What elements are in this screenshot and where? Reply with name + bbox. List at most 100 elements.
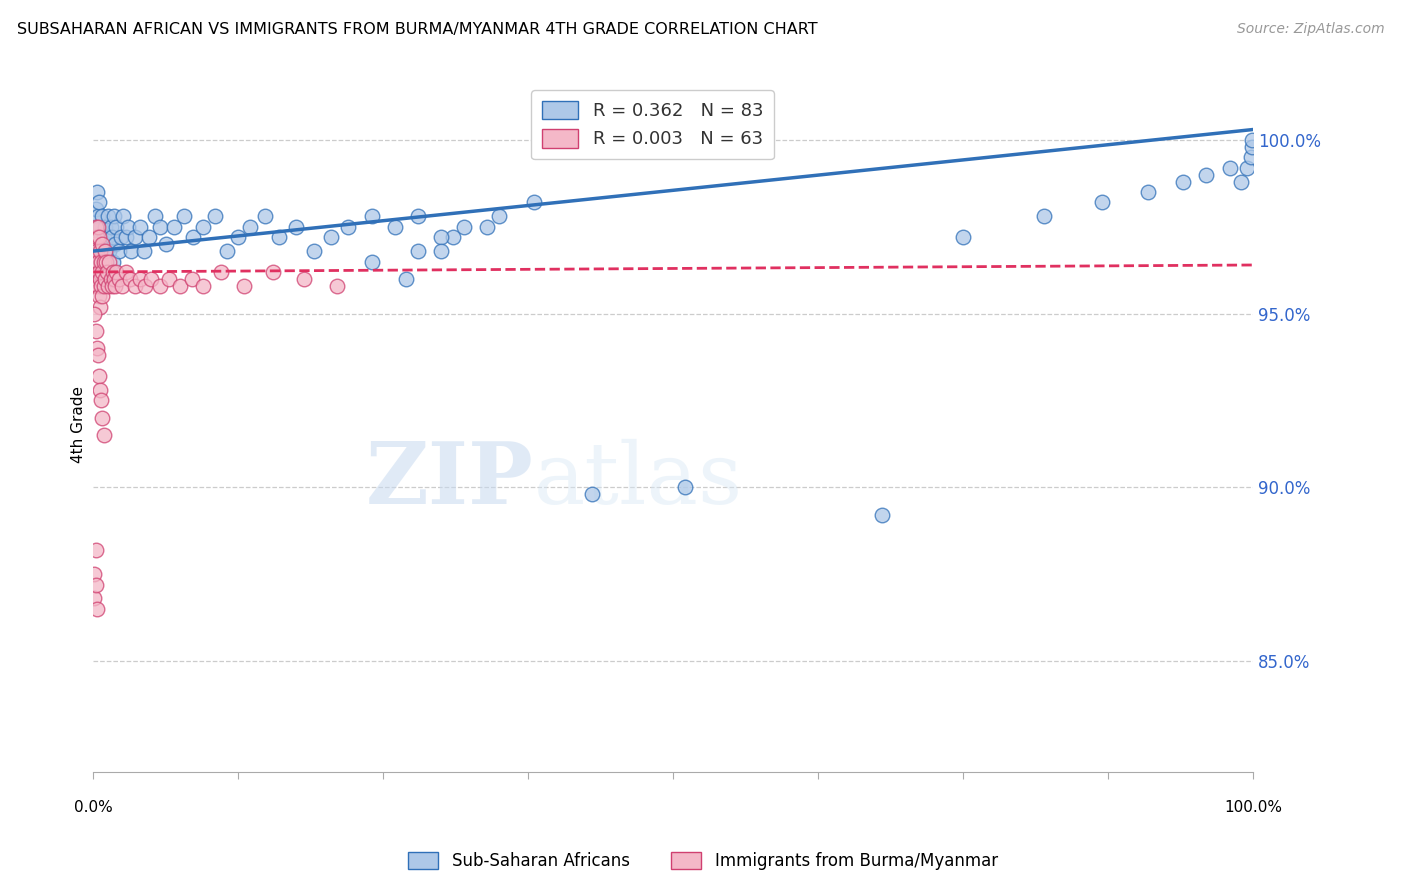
Point bbox=[84, 542, 107, 557]
Point bbox=[673, 480, 696, 494]
Point bbox=[285, 219, 308, 234]
Point bbox=[83, 237, 105, 252]
Point bbox=[155, 237, 177, 252]
Point bbox=[1236, 161, 1258, 175]
Point bbox=[193, 278, 215, 293]
Point bbox=[128, 272, 150, 286]
Point bbox=[1219, 161, 1241, 175]
Point bbox=[87, 278, 110, 293]
Point bbox=[453, 219, 475, 234]
Point bbox=[100, 230, 122, 244]
Point bbox=[406, 210, 429, 224]
Point bbox=[94, 244, 117, 259]
Point bbox=[101, 254, 124, 268]
Point bbox=[104, 278, 127, 293]
Point bbox=[117, 219, 139, 234]
Point bbox=[87, 219, 110, 234]
Point bbox=[91, 265, 114, 279]
Point bbox=[103, 210, 125, 224]
Point bbox=[204, 210, 226, 224]
Point bbox=[93, 278, 115, 293]
Point bbox=[89, 383, 111, 397]
Point bbox=[105, 265, 128, 279]
Point bbox=[86, 244, 108, 259]
Point bbox=[114, 230, 136, 244]
Point bbox=[97, 278, 120, 293]
Text: 0.0%: 0.0% bbox=[73, 800, 112, 815]
Point bbox=[98, 254, 121, 268]
Point bbox=[89, 272, 111, 286]
Point bbox=[337, 219, 360, 234]
Text: atlas: atlas bbox=[534, 439, 742, 522]
Point bbox=[180, 272, 202, 286]
Point bbox=[93, 428, 115, 442]
Point bbox=[114, 265, 136, 279]
Point bbox=[193, 219, 215, 234]
Point bbox=[239, 219, 262, 234]
Point bbox=[87, 244, 110, 259]
Point bbox=[86, 342, 108, 356]
Text: 100.0%: 100.0% bbox=[1223, 800, 1282, 815]
Point bbox=[89, 219, 111, 234]
Point bbox=[83, 219, 105, 234]
Point bbox=[253, 210, 276, 224]
Point bbox=[86, 602, 108, 616]
Point bbox=[1240, 133, 1263, 147]
Point bbox=[91, 289, 114, 303]
Point bbox=[395, 272, 418, 286]
Point bbox=[141, 272, 163, 286]
Point bbox=[360, 254, 382, 268]
Point bbox=[215, 244, 238, 259]
Text: Source: ZipAtlas.com: Source: ZipAtlas.com bbox=[1237, 22, 1385, 37]
Point bbox=[302, 244, 325, 259]
Point bbox=[134, 278, 156, 293]
Point bbox=[232, 278, 254, 293]
Legend: R = 0.362   N = 83, R = 0.003   N = 63: R = 0.362 N = 83, R = 0.003 N = 63 bbox=[531, 90, 775, 160]
Point bbox=[86, 185, 108, 199]
Point bbox=[430, 244, 453, 259]
Point bbox=[100, 219, 122, 234]
Point bbox=[107, 244, 129, 259]
Point bbox=[105, 219, 128, 234]
Point bbox=[94, 244, 117, 259]
Point bbox=[84, 254, 107, 268]
Point bbox=[87, 254, 110, 268]
Point bbox=[101, 265, 124, 279]
Point bbox=[100, 272, 122, 286]
Point bbox=[87, 369, 110, 384]
Point bbox=[86, 272, 108, 286]
Point bbox=[104, 237, 127, 252]
Point bbox=[94, 254, 117, 268]
Point bbox=[124, 230, 146, 244]
Point bbox=[94, 219, 117, 234]
Point bbox=[1230, 175, 1253, 189]
Point bbox=[98, 244, 121, 259]
Point bbox=[87, 237, 110, 252]
Point bbox=[360, 210, 382, 224]
Point bbox=[83, 567, 105, 582]
Point bbox=[1195, 168, 1218, 182]
Point bbox=[292, 272, 315, 286]
Point bbox=[120, 244, 142, 259]
Point bbox=[93, 254, 115, 268]
Point bbox=[87, 289, 110, 303]
Point bbox=[143, 210, 166, 224]
Point bbox=[209, 265, 232, 279]
Point bbox=[83, 265, 105, 279]
Point bbox=[262, 265, 284, 279]
Point bbox=[134, 244, 156, 259]
Point bbox=[90, 272, 112, 286]
Point bbox=[83, 591, 105, 606]
Point bbox=[94, 237, 117, 252]
Point bbox=[89, 244, 111, 259]
Point bbox=[100, 278, 122, 293]
Point bbox=[96, 265, 118, 279]
Point bbox=[163, 219, 186, 234]
Point bbox=[84, 219, 107, 234]
Point bbox=[149, 219, 172, 234]
Y-axis label: 4th Grade: 4th Grade bbox=[72, 386, 86, 463]
Point bbox=[90, 393, 112, 408]
Point bbox=[90, 278, 112, 293]
Point bbox=[952, 230, 974, 244]
Point bbox=[1033, 210, 1056, 224]
